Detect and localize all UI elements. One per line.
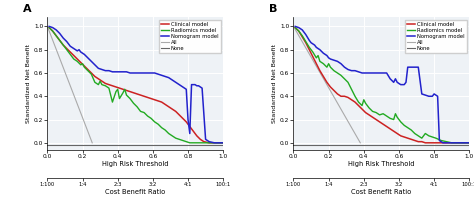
Y-axis label: Standardized Net Benefit: Standardized Net Benefit [272,44,277,123]
X-axis label: Cost Benefit Ratio: Cost Benefit Ratio [351,189,411,195]
Text: A: A [23,4,31,14]
X-axis label: Cost Benefit Ratio: Cost Benefit Ratio [105,189,165,195]
Legend: Clinical model, Radiomics model, Nomogram model, All, None: Clinical model, Radiomics model, Nomogra… [405,20,466,53]
Y-axis label: Standardized Net Benefit: Standardized Net Benefit [26,44,31,123]
Legend: Clinical model, Radiomics model, Nomogram model, All, None: Clinical model, Radiomics model, Nomogra… [159,20,220,53]
X-axis label: High Risk Threshold: High Risk Threshold [348,161,415,167]
X-axis label: High Risk Threshold: High Risk Threshold [102,161,169,167]
Text: B: B [269,4,277,14]
